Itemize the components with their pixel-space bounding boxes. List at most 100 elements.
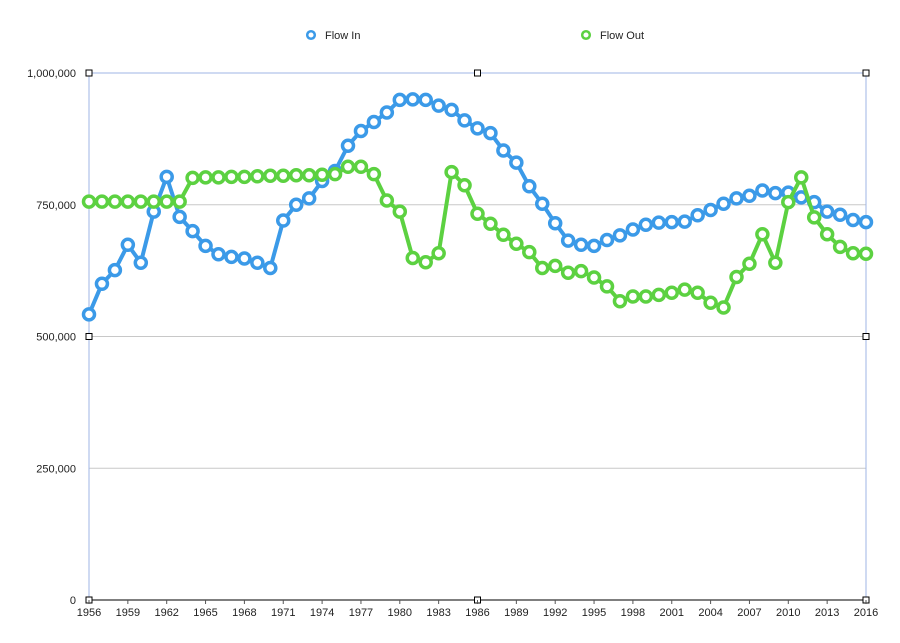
data-point-flow-in (366, 114, 382, 130)
x-tick-label: 1980 (388, 607, 412, 619)
x-tick-label: 1974 (310, 607, 334, 619)
series-flow-in (81, 92, 874, 322)
data-point-flow-out (509, 236, 524, 251)
legend-label-flow-in: Flow In (325, 30, 360, 42)
data-point-flow-out (211, 170, 226, 185)
selection-handle (85, 69, 93, 77)
data-point-flow-in (716, 196, 731, 211)
data-point-flow-in (742, 188, 757, 204)
data-point-flow-out (301, 167, 317, 183)
data-point-flow-out (483, 216, 498, 231)
data-point-flow-in (185, 223, 200, 239)
data-point-flow-in (392, 92, 408, 108)
data-point-flow-in (755, 183, 770, 198)
data-point-flow-in (522, 179, 537, 194)
x-tick-label: 2004 (698, 607, 722, 619)
data-point-flow-out (198, 170, 213, 185)
data-point-flow-in (690, 208, 705, 223)
data-point-flow-in (250, 255, 265, 270)
data-point-flow-out (729, 269, 744, 285)
data-point-flow-in (612, 228, 628, 243)
data-point-flow-in (288, 197, 304, 212)
data-point-flow-in (198, 238, 213, 254)
data-point-flow-out (819, 227, 835, 242)
data-point-flow-out (716, 300, 731, 315)
data-point-flow-in (845, 212, 861, 228)
data-point-flow-out (703, 295, 718, 311)
data-point-flow-in (263, 260, 278, 276)
data-point-flow-in (832, 207, 848, 223)
data-point-flow-in (768, 185, 783, 201)
selection-handle (85, 333, 93, 340)
x-tick-label: 2010 (776, 607, 800, 619)
y-tick-label: 750,000 (36, 200, 76, 212)
x-axis: 1956 1959 1962 1965 1968 1971 1974 1977 1980 1983… (77, 600, 878, 619)
x-tick-label: 1986 (465, 607, 489, 619)
series-line-flow-out (87, 164, 868, 310)
legend-label-flow-out: Flow Out (600, 30, 644, 42)
data-point-flow-in (858, 214, 874, 230)
y-tick-label: 500,000 (36, 332, 76, 344)
x-tick-label: 2001 (660, 607, 684, 619)
y-tick-label: 1,000,000 (27, 68, 76, 80)
data-point-flow-out (379, 193, 395, 208)
data-point-flow-in (94, 276, 110, 292)
data-point-flow-out (651, 287, 667, 303)
data-point-flow-out (120, 194, 136, 209)
data-point-flow-in (496, 143, 511, 158)
data-point-flow-in (535, 196, 550, 211)
data-point-flow-out (794, 170, 809, 185)
data-point-flow-out (327, 166, 343, 182)
data-point-flow-out (781, 194, 796, 210)
data-point-flow-in (107, 262, 123, 278)
series-flow-out (81, 159, 874, 315)
data-point-flow-in (651, 215, 667, 230)
data-point-flow-out (263, 168, 278, 184)
data-point-flow-out (742, 256, 757, 272)
x-tick-label: 1962 (154, 607, 178, 619)
data-point-flow-out (806, 210, 822, 225)
x-tick-label: 1965 (193, 607, 217, 619)
data-point-flow-out (185, 170, 200, 186)
data-point-flow-out (858, 246, 874, 262)
data-point-flow-in (120, 237, 136, 253)
data-point-flow-in (172, 209, 187, 225)
data-point-flow-out (586, 270, 602, 285)
data-point-flow-in (159, 169, 174, 185)
data-point-flow-in (133, 255, 149, 270)
data-point-flow-in (301, 191, 317, 206)
x-tick-label: 1992 (543, 607, 567, 619)
data-point-flow-out (340, 159, 356, 175)
data-point-flow-out (677, 282, 692, 297)
data-point-flow-out (755, 227, 770, 242)
selection-handle (474, 69, 481, 77)
selection-handle (862, 69, 870, 77)
data-point-flow-out (81, 194, 97, 209)
data-point-flow-out (535, 260, 550, 276)
data-point-flow-out (418, 254, 433, 270)
data-point-flow-in (599, 232, 615, 248)
y-tick-label: 0 (70, 595, 76, 607)
data-point-flow-in (638, 217, 654, 233)
data-point-flow-out (276, 168, 291, 184)
data-point-flow-out (832, 239, 848, 255)
data-point-flow-out (146, 194, 161, 209)
x-tick-label: 2016 (854, 607, 878, 619)
data-point-flow-in (625, 222, 641, 237)
x-tick-label: 2013 (815, 607, 839, 619)
data-point-flow-in (405, 92, 420, 107)
data-point-flow-out (457, 178, 472, 193)
data-point-flow-out (107, 194, 123, 209)
data-point-flow-in (81, 307, 97, 322)
x-tick-label: 1959 (116, 607, 140, 619)
data-point-flow-out (768, 255, 783, 270)
data-point-flow-out (237, 169, 252, 185)
series-group (81, 92, 874, 322)
data-point-flow-out (133, 194, 149, 209)
data-point-flow-out (612, 293, 628, 309)
data-point-flow-in (483, 125, 498, 141)
data-point-flow-in (560, 233, 576, 248)
data-point-flow-out (224, 169, 239, 185)
data-point-flow-out (496, 227, 511, 243)
